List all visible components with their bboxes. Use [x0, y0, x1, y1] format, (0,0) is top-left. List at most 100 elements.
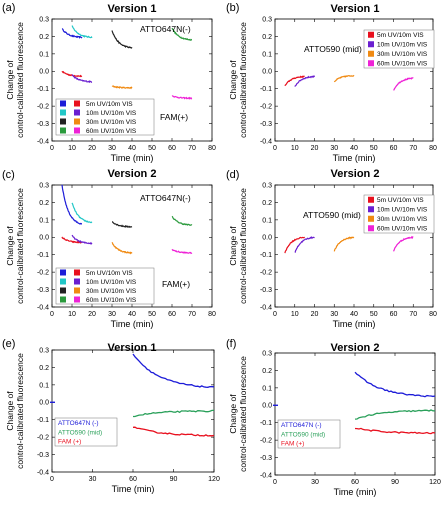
y-tick-label: 0.1	[262, 385, 272, 392]
y-tick-label: 0.2	[39, 365, 49, 372]
y-tick-label: 0.3	[39, 182, 49, 189]
legend-entry: FAM (+)	[281, 441, 304, 448]
y-tick-label: 0.1	[39, 382, 49, 389]
x-tick-label: 70	[188, 311, 196, 318]
legend-box	[363, 29, 435, 69]
y-tick-label: -0.2	[260, 270, 272, 277]
y-tick-label: 0.2	[39, 200, 49, 207]
x-tick-label: 50	[148, 145, 156, 152]
y-axis-label-line1: Change of	[228, 60, 238, 100]
y-tick-label: -0.1	[37, 252, 49, 259]
series-line	[71, 234, 93, 245]
y-tick-label: 0.3	[262, 182, 272, 189]
legend-entry: 5m UV/10m VIS	[86, 270, 133, 277]
x-tick-label: 0	[50, 476, 54, 483]
series-line	[333, 74, 355, 83]
legend-entry: 60m UV/10m VIS	[377, 226, 428, 233]
series-line	[393, 77, 414, 91]
annotation: ATTO590 (mid)	[303, 210, 361, 220]
x-tick-label: 90	[391, 479, 399, 486]
y-tick-label: 0.0	[262, 403, 272, 410]
legend-entry: 30m UV/10m VIS	[86, 119, 137, 126]
panel-letter: (d)	[226, 169, 239, 181]
y-tick-label: 0.0	[262, 235, 272, 242]
y-axis-label-line2: control-calibrated fluorescence	[15, 353, 25, 469]
legend: 5m UV/10m VIS 10m UV/10m VIS 30m UV/10m VI…	[55, 98, 155, 136]
x-tick-label: 120	[429, 479, 441, 486]
y-tick-label: -0.2	[260, 104, 272, 111]
series-line	[284, 236, 306, 254]
legend-entry: 10m UV/10m VIS	[86, 279, 137, 286]
x-tick-label: 60	[129, 476, 137, 483]
legend-swatch	[74, 109, 80, 116]
legend-entry: ATTO590 (mid)	[281, 431, 325, 438]
x-axis-label: Time (min)	[111, 319, 154, 329]
series-line	[112, 221, 133, 228]
legend-entry: ATTO590 (mid)	[58, 429, 102, 436]
y-tick-label: 0.2	[262, 368, 272, 375]
x-tick-label: 80	[208, 145, 216, 152]
x-tick-label: 40	[128, 145, 136, 152]
x-tick-label: 40	[128, 311, 136, 318]
panel-e: (e) Version 1 -0.4 -0.3 -0.2 -0.1 0.0 0.1 0.2 0.3…	[2, 338, 220, 494]
legend-box	[277, 419, 341, 449]
y-tick-label: -0.3	[260, 455, 272, 462]
x-tick-label: 70	[409, 145, 417, 152]
x-tick-label: 0	[273, 311, 277, 318]
legend-entry: ATTO647N (-)	[58, 420, 99, 427]
y-tick-label: 0.1	[262, 51, 272, 58]
y-tick-label: 0.2	[262, 200, 272, 207]
y-tick-label: 0.0	[39, 69, 49, 76]
y-axis-label-line2: control-calibrated fluorescence	[15, 22, 25, 138]
x-axis-label: Time (min)	[112, 484, 155, 494]
x-tick-label: 70	[188, 145, 196, 152]
x-tick-label: 60	[390, 311, 398, 318]
series-line	[354, 371, 436, 398]
y-axis-label-line2: control-calibrated fluorescence	[238, 356, 248, 472]
panel-letter: (c)	[2, 169, 15, 181]
x-tick-label: 20	[88, 145, 96, 152]
series-line	[61, 236, 82, 244]
y-tick-label: 0.2	[39, 34, 49, 41]
series-line	[133, 409, 214, 418]
plot-frame	[274, 352, 436, 476]
legend-swatch	[368, 215, 374, 222]
series-line	[71, 74, 93, 84]
x-tick-label: 40	[350, 145, 358, 152]
legend-swatch	[368, 196, 374, 203]
panel-letter: (a)	[2, 2, 15, 14]
series-line	[294, 74, 316, 87]
x-tick-label: 0	[273, 145, 277, 152]
legend-swatch	[60, 118, 66, 125]
x-tick-label: 40	[350, 311, 358, 318]
x-tick-label: 10	[291, 311, 299, 318]
x-tick-label: 30	[108, 311, 116, 318]
panel-f: (f) Version 2 -0.4 -0.3 -0.2 -0.1 0.0 0.1 0.2 0.3…	[226, 338, 441, 497]
legend-box	[55, 267, 155, 305]
series-line	[132, 426, 215, 437]
panel-title: Version 1	[108, 3, 157, 15]
y-tick-label: 0.0	[39, 400, 49, 407]
panel-title: Version 1	[108, 342, 157, 354]
panel-c: (c) Version 2 -0.4 -0.3 -0.2 -0.1 0.0 0.1 0.2 0.3…	[2, 168, 216, 329]
y-tick-label: 0.1	[39, 217, 49, 224]
y-tick-label: -0.4	[260, 304, 272, 311]
legend: 5m UV/10m VIS 10m UV/10m VIS 30m UV/10m VI…	[55, 267, 155, 305]
series-line	[354, 409, 436, 420]
panel-b: (b) Version 1 -0.4 -0.3 -0.2 -0.1 0.0 0.1 0.2 0.3…	[226, 2, 437, 163]
legend-entry: 60m UV/10m VIS	[377, 61, 428, 68]
annotation: ATTO647N(-)	[140, 24, 191, 34]
x-tick-label: 20	[311, 145, 319, 152]
legend-swatch	[74, 118, 80, 125]
x-tick-label: 50	[370, 311, 378, 318]
annotation: ATTO647N(-)	[140, 193, 191, 203]
legend-swatch	[60, 269, 66, 276]
x-tick-label: 70	[409, 311, 417, 318]
x-axis-label: Time (min)	[334, 487, 377, 497]
y-tick-label: -0.3	[260, 121, 272, 128]
legend-swatch	[60, 287, 66, 294]
series-line	[111, 30, 133, 49]
legend-entry: 5m UV/10m VIS	[377, 197, 424, 204]
series-line	[111, 241, 133, 255]
